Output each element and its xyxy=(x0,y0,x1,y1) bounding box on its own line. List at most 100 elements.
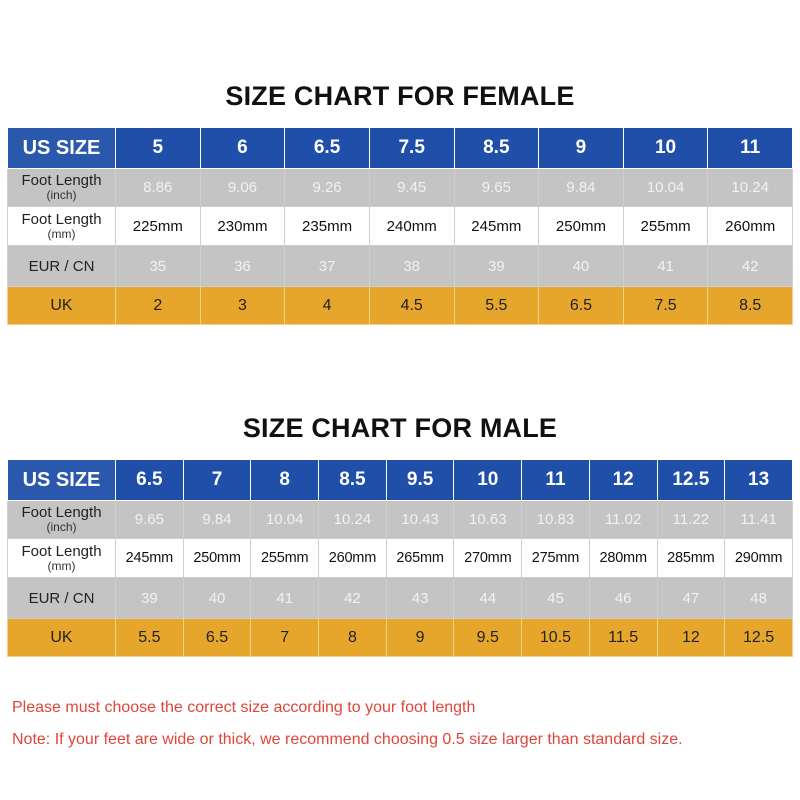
female-size-table: US SIZE 5 6 6.5 7.5 8.5 9 10 11 Foot Length (inch)… xyxy=(7,127,793,325)
foot-length-mm-cell: 225mm xyxy=(115,206,201,246)
uk-size-cell: 7.5 xyxy=(622,286,709,325)
male-size-table: US SIZE 6.5 7 8 8.5 9.5 10 11 12 12.5 13 Foot Lengt… xyxy=(7,459,793,657)
foot-length-inch-cell: 10.04 xyxy=(622,168,709,207)
row-label-text: EUR / CN xyxy=(28,257,95,275)
eur-cn-size-cell: 41 xyxy=(250,577,320,619)
us-size-cell: 7.5 xyxy=(368,127,455,169)
eur-cn-size-cell: 47 xyxy=(656,577,726,619)
foot-length-mm-row-label: Foot Length (mm) xyxy=(7,206,116,246)
row-label-text: UK xyxy=(50,296,73,314)
eur-cn-size-cell: 43 xyxy=(385,577,455,619)
row-label-text: Foot Length xyxy=(21,172,102,189)
foot-length-inch-cell: 10.43 xyxy=(385,500,455,539)
foot-length-inch-cell: 10.04 xyxy=(250,500,320,539)
us-size-cell: 13 xyxy=(724,459,793,501)
male-uk-size-row: UK 5.5 6.5 7 8 9 9.5 10.5 11.5 12 12.5 xyxy=(7,618,793,657)
male-foot-length-mm-row: Foot Length (mm) 245mm 250mm 255mm 260mm 265mm… xyxy=(7,538,793,578)
eur-cn-size-row-label: EUR / CN xyxy=(7,577,116,619)
us-size-cell: 9.5 xyxy=(385,459,455,501)
us-size-cell: 10 xyxy=(622,127,709,169)
eur-cn-size-row-label: EUR / CN xyxy=(7,245,116,287)
male-chart-title: SIZE CHART FOR MALE xyxy=(242,413,558,443)
foot-length-mm-cell: 245mm xyxy=(115,538,184,578)
uk-size-cell: 6.5 xyxy=(538,286,624,325)
foot-length-mm-cell: 235mm xyxy=(284,206,370,246)
us-size-cell: 11 xyxy=(521,459,590,501)
foot-length-inch-cell: 8.86 xyxy=(115,168,201,207)
uk-size-cell: 5.5 xyxy=(453,286,540,325)
us-size-cell: 9 xyxy=(538,127,624,169)
us-size-cell: 8.5 xyxy=(453,127,540,169)
uk-size-cell: 10.5 xyxy=(521,618,590,657)
foot-length-inch-cell: 10.24 xyxy=(707,168,793,207)
uk-size-cell: 8.5 xyxy=(707,286,793,325)
row-label-text: US SIZE xyxy=(22,136,101,159)
foot-length-mm-row-label: Foot Length (mm) xyxy=(7,538,116,578)
uk-size-cell: 2 xyxy=(115,286,201,325)
female-foot-length-inch-row: Foot Length (inch) 8.86 9.06 9.26 9.45 9.65 9.8… xyxy=(7,168,793,207)
uk-size-cell: 5.5 xyxy=(115,618,184,657)
foot-length-mm-cell: 255mm xyxy=(622,206,709,246)
female-eur-cn-size-row: EUR / CN 35 36 37 38 39 40 41 42 xyxy=(7,245,793,287)
eur-cn-size-cell: 39 xyxy=(453,245,540,287)
foot-length-inch-cell: 11.41 xyxy=(724,500,793,539)
uk-size-cell: 9 xyxy=(385,618,455,657)
us-size-cell: 5 xyxy=(115,127,201,169)
foot-length-mm-cell: 240mm xyxy=(368,206,455,246)
foot-length-mm-cell: 275mm xyxy=(521,538,590,578)
foot-length-inch-cell: 9.65 xyxy=(115,500,184,539)
us-size-cell: 8.5 xyxy=(318,459,387,501)
foot-length-mm-cell: 250mm xyxy=(182,538,252,578)
male-us-size-row: US SIZE 6.5 7 8 8.5 9.5 10 11 12 12.5 13 xyxy=(7,459,793,501)
eur-cn-size-cell: 39 xyxy=(115,577,184,619)
us-size-cell: 8 xyxy=(250,459,320,501)
us-size-row-label: US SIZE xyxy=(7,127,116,169)
foot-length-inch-cell: 9.84 xyxy=(538,168,624,207)
eur-cn-size-cell: 37 xyxy=(284,245,370,287)
eur-cn-size-cell: 35 xyxy=(115,245,201,287)
uk-size-cell: 4 xyxy=(284,286,370,325)
uk-size-cell: 12.5 xyxy=(724,618,793,657)
male-eur-cn-size-row: EUR / CN 39 40 41 42 43 44 45 46 47 48 xyxy=(7,577,793,619)
us-size-cell: 6.5 xyxy=(115,459,184,501)
eur-cn-size-cell: 38 xyxy=(368,245,455,287)
foot-length-mm-cell: 280mm xyxy=(588,538,658,578)
uk-size-cell: 9.5 xyxy=(453,618,523,657)
eur-cn-size-cell: 40 xyxy=(182,577,252,619)
us-size-cell: 11 xyxy=(707,127,793,169)
foot-length-inch-cell: 9.06 xyxy=(199,168,286,207)
eur-cn-size-cell: 41 xyxy=(622,245,709,287)
row-label-text: US SIZE xyxy=(22,468,101,491)
uk-size-row-label: UK xyxy=(7,618,116,657)
uk-size-cell: 7 xyxy=(250,618,320,657)
uk-size-cell: 4.5 xyxy=(368,286,455,325)
us-size-cell: 6.5 xyxy=(284,127,370,169)
row-label-text: Foot Length xyxy=(21,542,102,560)
eur-cn-size-cell: 48 xyxy=(724,577,793,619)
foot-length-inch-cell: 11.02 xyxy=(588,500,658,539)
foot-length-mm-cell: 260mm xyxy=(318,538,387,578)
row-label-text: Foot Length xyxy=(21,210,102,228)
foot-length-mm-cell: 255mm xyxy=(250,538,320,578)
uk-size-cell: 3 xyxy=(199,286,286,325)
row-label-unit: (mm) xyxy=(47,558,76,573)
foot-length-mm-cell: 265mm xyxy=(385,538,455,578)
female-chart-title: SIZE CHART FOR FEMALE xyxy=(225,81,575,111)
eur-cn-size-cell: 44 xyxy=(453,577,523,619)
uk-size-row-label: UK xyxy=(7,286,116,325)
foot-length-inch-cell: 10.63 xyxy=(453,500,523,539)
foot-length-mm-cell: 260mm xyxy=(707,206,793,246)
foot-length-mm-cell: 290mm xyxy=(724,538,793,578)
size-advice-note: Please must choose the correct size acco… xyxy=(12,699,476,716)
uk-size-cell: 11.5 xyxy=(588,618,658,657)
row-label-text: EUR / CN xyxy=(28,589,95,607)
wide-feet-note: Note: If your feet are wide or thick, we… xyxy=(12,731,683,748)
foot-length-inch-cell: 10.83 xyxy=(521,500,590,539)
uk-size-cell: 8 xyxy=(318,618,387,657)
row-label-unit: (mm) xyxy=(47,226,76,241)
female-uk-size-row: UK 2 3 4 4.5 5.5 6.5 7.5 8.5 xyxy=(7,286,793,325)
uk-size-cell: 6.5 xyxy=(182,618,252,657)
foot-length-inch-cell: 9.84 xyxy=(182,500,252,539)
foot-length-inch-cell: 10.24 xyxy=(318,500,387,539)
row-label-text: UK xyxy=(50,628,73,646)
